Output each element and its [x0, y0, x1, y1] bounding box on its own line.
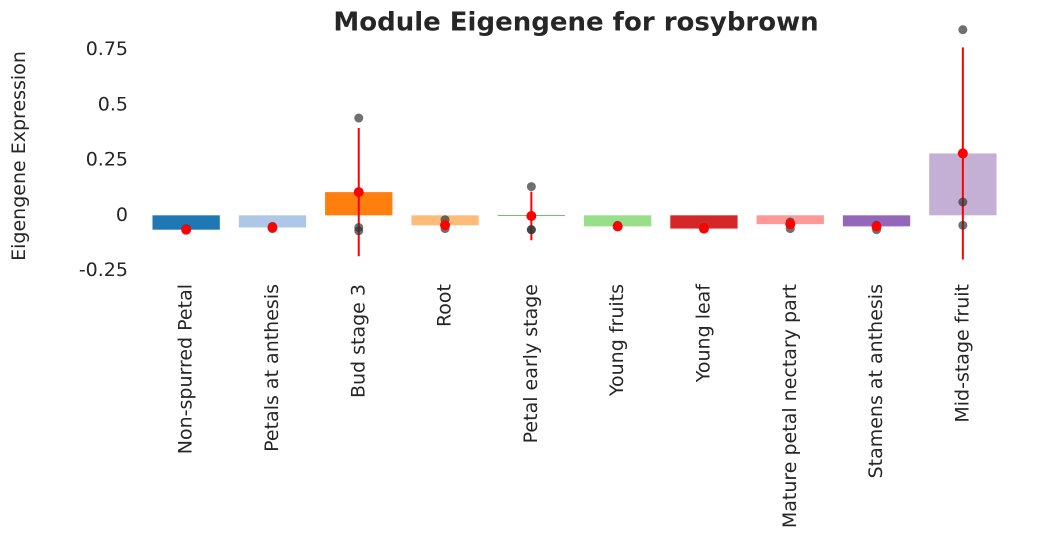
- y-tick-label: 0.25: [86, 149, 128, 171]
- bar: [238, 215, 307, 228]
- sample-point: [958, 220, 968, 230]
- sample-point: [526, 182, 536, 192]
- y-tick-label: -0.25: [79, 259, 128, 281]
- y-tick-label: 0.5: [98, 93, 128, 115]
- bar: [670, 215, 738, 229]
- bar: [152, 215, 220, 230]
- mean-point: [181, 224, 192, 235]
- x-tick-label: Petals at anthesis: [261, 284, 283, 452]
- mean-point: [353, 187, 364, 198]
- sample-point: [958, 197, 968, 207]
- sample-point: [354, 226, 364, 236]
- x-tick-label: Bud stage 3: [347, 284, 369, 398]
- y-tick-label: 0: [116, 204, 128, 226]
- mean-point: [785, 219, 796, 230]
- x-tick-label: Petal early stage: [520, 284, 542, 443]
- x-tick-label: Young fruits: [606, 284, 628, 397]
- mean-point: [612, 221, 623, 232]
- chart-title: Module Eigengene for rosybrown: [333, 8, 818, 38]
- mean-point: [526, 210, 537, 221]
- x-tick-label: Stamens at anthesis: [865, 284, 887, 478]
- x-tick-label: Non-spurred Petal: [175, 284, 197, 454]
- x-tick-label: Mature petal nectary part: [779, 284, 801, 528]
- mean-point: [871, 221, 882, 232]
- x-tick-label: Root: [434, 284, 456, 327]
- x-tick-label: Young leaf: [692, 283, 714, 384]
- x-tick-label: Mid-stage fruit: [951, 284, 973, 423]
- y-tick-label: 0.75: [86, 38, 128, 60]
- mean-point: [267, 222, 278, 233]
- mean-point: [957, 148, 968, 159]
- mean-point: [440, 220, 451, 231]
- sample-point: [526, 225, 536, 235]
- sample-point: [354, 113, 364, 123]
- y-axis-label: Eigengene Expression: [8, 51, 30, 261]
- sample-point: [958, 25, 968, 35]
- mean-point: [698, 223, 709, 234]
